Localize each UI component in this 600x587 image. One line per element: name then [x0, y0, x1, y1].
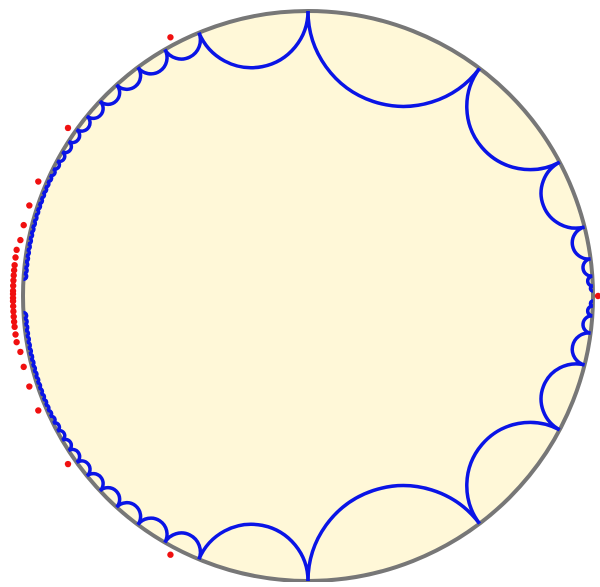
geodesic-arc: [539, 362, 585, 432]
point: [13, 246, 20, 254]
geodesic-arc: [115, 500, 143, 526]
geodesic-arc: [570, 331, 591, 367]
point: [64, 124, 72, 132]
point: [167, 551, 174, 558]
geodesic-arc: [306, 483, 481, 582]
point: [13, 338, 20, 346]
geodesic-arc: [539, 160, 585, 230]
point: [9, 282, 17, 289]
point: [64, 460, 72, 468]
geodesic-arc: [197, 522, 310, 582]
point: [11, 261, 18, 269]
boundary-circle: [21, 9, 595, 583]
point: [26, 202, 33, 209]
geodesic-arc: [306, 10, 481, 109]
point: [17, 348, 24, 356]
point: [20, 221, 27, 229]
point: [11, 323, 18, 331]
point: [12, 254, 19, 261]
point: [17, 236, 24, 244]
point: [10, 267, 18, 274]
point: [9, 303, 17, 310]
geodesic-arc: [465, 420, 561, 525]
point: [594, 292, 600, 300]
point: [35, 178, 42, 185]
geodesic-arc: [465, 67, 561, 172]
point: [35, 407, 42, 414]
geodesic-arc: [163, 32, 203, 61]
geodesic-arc: [115, 66, 143, 92]
geodesic-arc: [570, 225, 591, 261]
geodesic-arc: [197, 10, 310, 70]
point: [10, 277, 17, 284]
geodesic-arc: [136, 48, 169, 76]
geodesics: [23, 10, 594, 582]
geodesic-arc: [23, 310, 29, 321]
point: [10, 313, 17, 320]
geodesic-arc: [588, 284, 594, 293]
point: [167, 34, 174, 41]
geodesic-arc: [163, 531, 203, 560]
point: [10, 272, 17, 279]
geodesic-arc: [23, 271, 29, 282]
point: [10, 318, 18, 325]
point: [10, 308, 17, 315]
geodesic-arc: [588, 299, 594, 308]
point: [20, 363, 27, 371]
point: [12, 331, 19, 338]
points: [9, 34, 600, 558]
point: [26, 383, 33, 390]
geodesic-arc: [136, 516, 169, 544]
point: [9, 294, 17, 302]
